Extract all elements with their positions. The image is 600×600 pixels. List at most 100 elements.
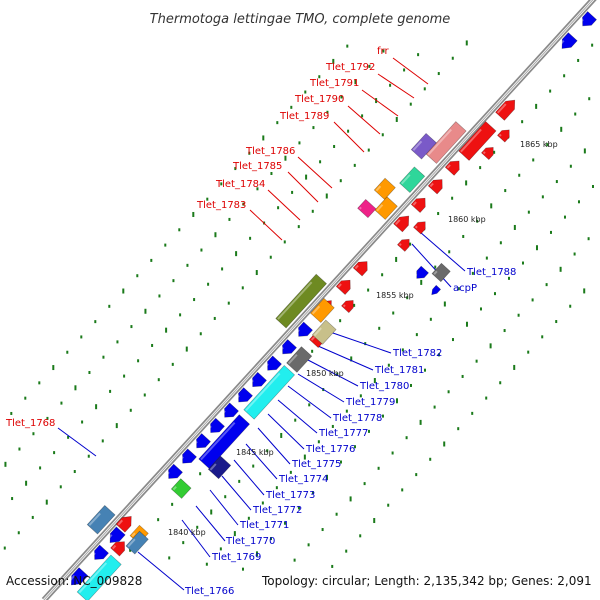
gene-feature[interactable] [399, 166, 426, 193]
gene-feature[interactable] [431, 262, 451, 283]
gene-arrow[interactable] [397, 236, 412, 252]
gene-feature[interactable] [286, 346, 313, 373]
gene-box[interactable] [198, 414, 251, 469]
gene-arrow[interactable] [67, 567, 89, 589]
gene-arrow[interactable] [410, 194, 429, 213]
gene-box[interactable] [76, 554, 122, 600]
gene-arrow[interactable] [115, 512, 136, 533]
gene-label[interactable]: Tlet_1790 [294, 94, 344, 105]
gene-box[interactable] [125, 530, 149, 555]
gene-arrow[interactable] [352, 258, 371, 277]
gene-box[interactable] [425, 121, 467, 164]
gene-feature[interactable] [178, 448, 197, 467]
gene-feature[interactable] [373, 177, 396, 200]
gene-label[interactable]: Tlet_1768 [5, 418, 55, 429]
gene-label[interactable]: Tlet_1777 [318, 428, 368, 439]
gene-arrow[interactable] [178, 448, 197, 467]
gene-label[interactable]: Tlet_1783 [196, 200, 246, 211]
gene-feature[interactable] [248, 371, 267, 390]
gene-label[interactable]: Tlet_1779 [345, 397, 395, 408]
gene-arrow[interactable] [497, 126, 512, 143]
gene-arrow[interactable] [164, 463, 183, 482]
gene-arrow[interactable] [294, 321, 313, 340]
gene-arrow[interactable] [335, 276, 354, 295]
gene-arrow[interactable] [341, 297, 356, 314]
gene-box[interactable] [275, 273, 327, 329]
gene-feature[interactable] [397, 236, 412, 252]
gene-arrow[interactable] [495, 96, 520, 121]
gene-feature[interactable] [76, 554, 122, 600]
gene-feature[interactable] [164, 463, 183, 482]
gene-arrow[interactable] [278, 339, 297, 358]
gene-label[interactable]: Tlet_1770 [225, 536, 275, 547]
gene-box[interactable] [170, 478, 192, 499]
gene-feature[interactable] [86, 504, 116, 535]
gene-box[interactable] [431, 262, 451, 283]
gene-arrow[interactable] [413, 265, 429, 282]
gene-feature[interactable] [458, 121, 497, 161]
gene-feature[interactable] [444, 157, 463, 176]
gene-feature[interactable] [558, 32, 578, 53]
gene-arrow[interactable] [444, 157, 463, 176]
gene-arrow[interactable] [413, 218, 428, 235]
gene-label[interactable]: Tlet_1786 [245, 146, 295, 157]
gene-feature[interactable] [410, 194, 429, 213]
gene-label[interactable]: Tlet_1784 [215, 179, 265, 190]
gene-feature[interactable] [263, 355, 282, 374]
gene-feature[interactable] [310, 297, 335, 323]
gene-feature[interactable] [341, 297, 356, 314]
gene-arrow[interactable] [427, 176, 446, 195]
gene-label[interactable]: Tlet_1791 [309, 78, 359, 89]
gene-arrow[interactable] [234, 387, 253, 406]
gene-feature[interactable] [192, 433, 211, 452]
gene-feature[interactable] [429, 284, 442, 296]
gene-feature[interactable] [198, 414, 251, 469]
gene-arrow[interactable] [248, 371, 267, 390]
gene-box[interactable] [399, 166, 426, 193]
gene-feature[interactable] [207, 455, 232, 480]
gene-box[interactable] [373, 177, 396, 200]
gene-box[interactable] [311, 319, 337, 345]
gene-feature[interactable] [335, 276, 354, 295]
gene-label[interactable]: Tlet_1775 [291, 459, 341, 470]
gene-label[interactable]: Tlet_1789 [279, 111, 329, 122]
gene-feature[interactable] [374, 196, 398, 220]
gene-label[interactable]: acpP [453, 283, 477, 294]
gene-feature[interactable] [90, 544, 109, 563]
gene-label[interactable]: Tlet_1792 [325, 62, 375, 73]
gene-label[interactable]: Tlet_1769 [211, 552, 261, 563]
gene-arrow[interactable] [192, 433, 211, 452]
gene-arrow[interactable] [393, 212, 414, 233]
gene-box[interactable] [458, 121, 497, 161]
gene-box[interactable] [207, 455, 232, 480]
gene-label[interactable]: Tlet_1788 [466, 267, 516, 278]
gene-feature[interactable] [206, 417, 225, 436]
gene-feature[interactable] [425, 121, 467, 164]
gene-arrow[interactable] [558, 32, 578, 53]
gene-label[interactable]: Tlet_1780 [359, 381, 409, 392]
gene-feature[interactable] [495, 96, 520, 121]
gene-feature[interactable] [410, 132, 437, 160]
gene-arrow[interactable] [90, 544, 109, 563]
gene-arrow[interactable] [220, 402, 239, 421]
gene-feature[interactable] [294, 321, 313, 340]
gene-feature[interactable] [278, 339, 297, 358]
gene-arrow[interactable] [206, 417, 225, 436]
gene-box[interactable] [374, 196, 398, 220]
gene-label[interactable]: Tlet_1766 [184, 586, 234, 597]
gene-arrow[interactable] [481, 144, 496, 161]
gene-feature[interactable] [427, 176, 446, 195]
gene-label[interactable]: Tlet_1776 [305, 444, 355, 455]
gene-feature[interactable] [275, 273, 327, 329]
gene-box[interactable] [86, 504, 116, 535]
gene-feature[interactable] [393, 212, 414, 233]
gene-label[interactable]: Tlet_1785 [232, 161, 282, 172]
gene-label[interactable]: Tlet_1773 [265, 490, 315, 501]
gene-arrow[interactable] [429, 284, 442, 296]
gene-feature[interactable] [110, 538, 129, 557]
gene-feature[interactable] [220, 402, 239, 421]
gene-label[interactable]: Tlet_1778 [332, 413, 382, 424]
gene-arrow[interactable] [263, 355, 282, 374]
gene-feature[interactable] [497, 126, 512, 143]
gene-feature[interactable] [106, 526, 126, 547]
